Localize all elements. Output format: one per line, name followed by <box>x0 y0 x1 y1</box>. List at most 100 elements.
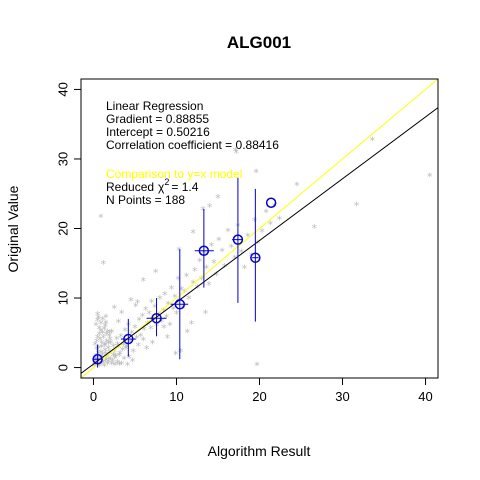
raw-point: * <box>98 212 104 225</box>
raw-point: * <box>121 340 127 353</box>
y-tick-label: 10 <box>56 291 71 305</box>
binned-marker <box>265 197 277 209</box>
raw-point: * <box>427 171 433 184</box>
reduced-prefix: Reduced <box>106 180 154 194</box>
reduced-chi-value: = 1.4 <box>171 180 198 194</box>
x-tick-label: 20 <box>252 389 266 404</box>
raw-point: * <box>140 310 146 323</box>
binned-point <box>92 344 103 368</box>
raw-point: * <box>219 246 225 259</box>
raw-point: * <box>106 330 112 343</box>
raw-point: * <box>138 330 144 343</box>
raw-point: * <box>107 334 113 347</box>
raw-point: * <box>103 312 109 325</box>
raw-point: * <box>207 201 213 214</box>
raw-point: * <box>120 344 126 357</box>
yx-model-line <box>81 79 438 378</box>
axes: 0 10 20 30 40 0 10 20 30 40 <box>56 82 433 404</box>
raw-point: * <box>98 326 104 339</box>
raw-point: * <box>215 192 221 205</box>
raw-point: * <box>148 323 154 336</box>
raw-point: * <box>254 360 260 373</box>
raw-point: * <box>229 241 235 254</box>
x-tick-label: 0 <box>90 389 97 404</box>
raw-point: * <box>104 352 110 365</box>
raw-point: * <box>100 349 106 362</box>
raw-point: * <box>116 350 122 363</box>
raw-point: * <box>102 321 108 334</box>
raw-point: * <box>103 355 109 368</box>
raw-point: * <box>106 338 112 351</box>
raw-point: * <box>95 309 101 322</box>
raw-point: * <box>122 325 128 338</box>
raw-point: * <box>125 360 131 373</box>
raw-point: * <box>159 316 165 329</box>
raw-point: * <box>109 358 115 371</box>
raw-point: * <box>211 257 217 270</box>
raw-point: * <box>268 219 274 232</box>
raw-point: * <box>153 267 159 280</box>
raw-point: * <box>97 351 103 364</box>
raw-point: * <box>129 328 135 341</box>
raw-point: * <box>102 340 108 353</box>
raw-point: * <box>150 314 156 327</box>
raw-point: * <box>100 314 106 327</box>
binned-marker <box>174 299 186 310</box>
raw-point: * <box>126 352 132 365</box>
x-axis-label: Algorithm Result <box>208 443 311 459</box>
raw-point: * <box>92 339 98 352</box>
binned-point <box>146 298 167 337</box>
raw-point: * <box>96 312 102 325</box>
x-tick-label: 40 <box>418 389 432 404</box>
raw-point: * <box>145 319 151 332</box>
raw-point: * <box>161 322 167 335</box>
raw-point: * <box>92 358 98 371</box>
raw-point: * <box>259 226 265 239</box>
raw-point: * <box>130 356 136 369</box>
y-tick-label: 30 <box>56 152 71 166</box>
raw-point: * <box>101 357 107 370</box>
raw-point: * <box>115 339 121 352</box>
raw-point: * <box>93 355 99 368</box>
raw-point: * <box>238 246 244 259</box>
raw-point: * <box>199 273 205 286</box>
reduced-chi-label: Reduced χ2 = 1.4 <box>106 177 199 194</box>
binned-point <box>265 197 277 209</box>
raw-point: * <box>123 343 129 356</box>
raw-point: * <box>136 314 142 327</box>
raw-point: * <box>152 301 158 314</box>
raw-point: * <box>117 348 123 361</box>
raw-point: * <box>103 317 109 330</box>
raw-point: * <box>101 360 107 373</box>
raw-point: * <box>144 343 150 356</box>
comparison-heading: Comparison to y=x model <box>106 167 242 181</box>
raw-point: * <box>94 336 100 349</box>
raw-point: * <box>174 308 180 321</box>
y-axis-label: Original Value <box>5 185 21 272</box>
raw-point: * <box>111 341 117 354</box>
raw-point: * <box>175 273 181 286</box>
raw-point: * <box>150 337 156 350</box>
raw-point: * <box>119 308 125 321</box>
regression-intercept: Intercept = 0.50216 <box>106 125 210 139</box>
y-tick-label: 0 <box>56 364 71 371</box>
y-tick-label: 40 <box>56 82 71 96</box>
binned-marker <box>232 234 244 245</box>
raw-point: * <box>253 166 259 179</box>
raw-point: * <box>97 329 103 342</box>
raw-point: * <box>206 279 212 292</box>
raw-point: * <box>167 319 173 332</box>
binned-marker <box>250 252 261 263</box>
raw-point: * <box>233 145 239 158</box>
raw-point: * <box>192 265 198 278</box>
raw-point: * <box>146 308 152 321</box>
chi-superscript: 2 <box>164 177 169 187</box>
raw-point: * <box>112 353 118 366</box>
raw-point: * <box>105 326 111 339</box>
raw-point: * <box>312 222 318 235</box>
raw-point: * <box>111 303 117 316</box>
raw-point: * <box>204 262 210 275</box>
raw-point: * <box>107 327 113 340</box>
raw-point: * <box>197 255 203 268</box>
raw-point: * <box>131 346 137 359</box>
